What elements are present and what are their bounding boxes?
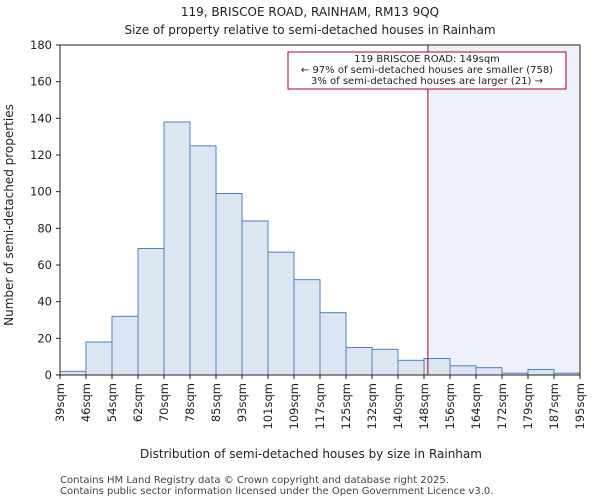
- y-tick-label: 20: [37, 331, 52, 345]
- bar-109sqm: [293, 279, 321, 376]
- x-tick-label: 46sqm: [79, 383, 93, 422]
- chart-subtitle: Size of property relative to semi-detach…: [124, 23, 495, 37]
- x-tick-label: 125sqm: [339, 383, 353, 429]
- bars: [59, 121, 581, 376]
- x-tick-label: 179sqm: [521, 383, 535, 429]
- plot-frame: [59, 44, 581, 376]
- bar-156sqm: [449, 365, 477, 376]
- bar-164sqm: [475, 367, 503, 376]
- y-tick-label: 160: [30, 75, 52, 89]
- bar-85sqm: [215, 193, 243, 376]
- y-tick-label: 100: [30, 185, 52, 199]
- y-tick-label: 0: [45, 368, 52, 382]
- x-tick-label: 54sqm: [105, 383, 119, 422]
- bar-54sqm: [111, 315, 139, 376]
- x-tick-label: 93sqm: [235, 383, 249, 422]
- annotation-smaller: ← 97% of semi-detached houses are smalle…: [301, 65, 553, 76]
- y-axis-ticks: 0 20 40 60 80 100 120 140 160 180: [30, 38, 60, 382]
- y-tick-label: 80: [37, 221, 52, 235]
- bar-125sqm: [345, 347, 373, 376]
- bar-101sqm: [267, 251, 295, 376]
- bar-39sqm: [59, 370, 87, 376]
- x-axis-ticks: 39sqm 46sqm 54sqm 62sqm 70sqm 78sqm 85sqm 93sqm…: [53, 375, 587, 429]
- y-axis-label: Number of semi-detached properties: [2, 104, 16, 326]
- x-tick-label: 78sqm: [183, 383, 197, 422]
- axes-frame: [59, 44, 581, 376]
- x-tick-label: 140sqm: [391, 383, 405, 429]
- x-tick-label: 187sqm: [547, 383, 561, 429]
- y-tick-label: 180: [30, 38, 52, 52]
- annotation-box: [287, 51, 567, 90]
- bar-132sqm: [371, 348, 399, 376]
- footer-line-1: Contains HM Land Registry data © Crown c…: [60, 475, 449, 486]
- x-tick-label: 172sqm: [495, 383, 509, 429]
- annotation-larger: 3% of semi-detached houses are larger (2…: [311, 76, 543, 87]
- x-tick-label: 148sqm: [417, 383, 431, 429]
- y-tick-label: 140: [30, 111, 52, 125]
- annotation-title: 119 BRISCOE ROAD: 149sqm: [354, 54, 500, 65]
- x-tick-label: 195sqm: [573, 383, 587, 429]
- x-tick-label: 156sqm: [443, 383, 457, 429]
- chart-title: 119, BRISCOE ROAD, RAINHAM, RM13 9QQ: [181, 5, 439, 19]
- x-tick-label: 85sqm: [209, 383, 223, 422]
- bar-140sqm: [397, 359, 425, 376]
- bar-78sqm: [189, 145, 217, 376]
- bar-70sqm: [163, 121, 191, 376]
- x-tick-label: 70sqm: [157, 383, 171, 422]
- bar-46sqm: [85, 341, 113, 376]
- x-axis-label: Distribution of semi-detached houses by …: [140, 447, 482, 461]
- x-tick-label: 132sqm: [365, 383, 379, 429]
- x-tick-label: 39sqm: [53, 383, 67, 422]
- x-tick-label: 101sqm: [261, 383, 275, 429]
- bar-93sqm: [241, 220, 269, 376]
- x-tick-label: 109sqm: [287, 383, 301, 429]
- x-tick-label: 164sqm: [469, 383, 483, 429]
- y-tick-label: 40: [37, 295, 52, 309]
- bar-179sqm: [527, 369, 555, 376]
- bar-117sqm: [319, 312, 347, 376]
- y-tick-label: 120: [30, 148, 52, 162]
- x-tick-label: 117sqm: [313, 383, 327, 429]
- x-tick-label: 62sqm: [131, 383, 145, 422]
- y-tick-label: 60: [37, 258, 52, 272]
- larger-region-shade: [427, 45, 580, 375]
- footer-line-2: Contains public sector information licen…: [60, 486, 493, 497]
- bar-62sqm: [137, 248, 165, 376]
